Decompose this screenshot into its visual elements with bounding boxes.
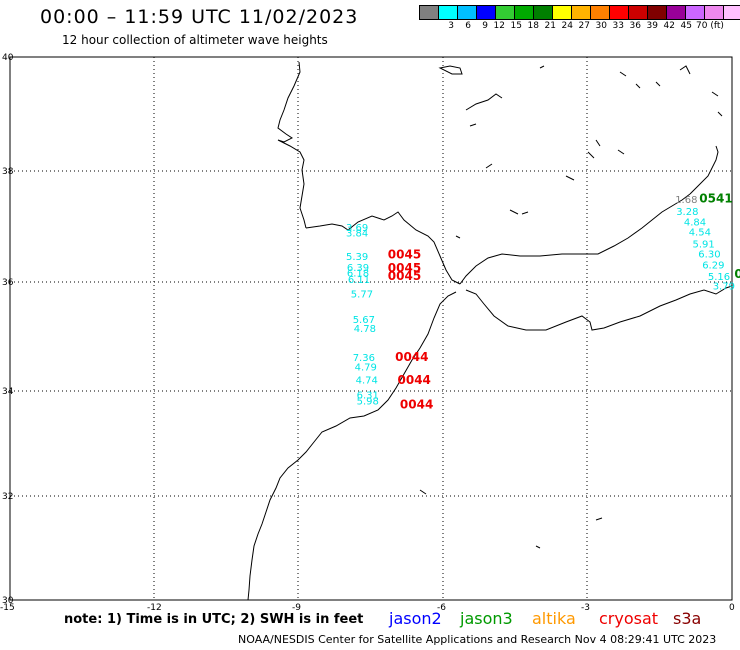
colorbar-label: 21: [544, 21, 556, 31]
satellite-jason3: jason3: [460, 609, 513, 628]
wave-height-value: 6.11: [348, 275, 370, 286]
credit-line: NOAA/NESDIS Center for Satellite Applica…: [238, 633, 717, 646]
pass-time-label: 0044: [398, 373, 431, 387]
wave-height-value: 5.16: [708, 272, 730, 283]
pass-time-label: 0045: [388, 269, 421, 283]
wave-height-labels: 3.693.84 5.396.396.186.11 5.77 5.674.78 7.36…: [346, 195, 735, 407]
pass-time-label: 0: [734, 267, 740, 281]
colorbar-label: 33: [612, 21, 624, 31]
colorbar-label: 27: [578, 21, 590, 31]
colorbar-label: 3: [448, 21, 454, 31]
wave-height-value: 6.29: [702, 261, 724, 272]
lat-tick: 40: [2, 53, 14, 63]
lon-tick: -12: [147, 603, 162, 613]
colorbar-label: 45: [680, 21, 692, 31]
lon-tick: 0: [729, 603, 735, 613]
colorbar-label: 15: [510, 21, 522, 31]
wave-height-value: 4.78: [354, 324, 376, 335]
wave-height-value: 3.84: [346, 229, 368, 240]
footer-note: note: 1) Time is in UTC; 2) SWH is in fe…: [64, 612, 364, 627]
colorbar-label: 12: [493, 21, 505, 31]
lat-tick-labels: 40 38 36 34 32 30: [2, 53, 14, 606]
lon-tick: -6: [437, 603, 446, 613]
pass-time-label: 0045: [388, 261, 421, 275]
lat-tick: 34: [2, 387, 14, 397]
wave-height-value: 4.79: [355, 362, 377, 373]
colorbar-swatch: [723, 5, 740, 20]
wave-height-colorbar: [419, 5, 740, 20]
lon-tick-labels: -15 -12 -9 -6 -3 0: [0, 603, 735, 613]
colorbar-label: 36: [629, 21, 641, 31]
wave-height-value: 3.28: [676, 207, 698, 218]
wave-height-value: 4.74: [356, 375, 378, 386]
pass-time-label: 0044: [395, 350, 428, 364]
lat-tick: 32: [2, 492, 13, 502]
satellite-altika: altika: [532, 609, 576, 628]
colorbar-label: 9: [482, 21, 488, 31]
colorbar-label: 6: [465, 21, 471, 31]
wave-height-value: 4.84: [684, 217, 706, 228]
wave-height-value: 4.54: [689, 227, 711, 238]
satellite-cryosat: cryosat: [599, 609, 659, 628]
wave-height-value: 3.69: [346, 223, 368, 234]
wave-height-value: 6.18: [347, 268, 369, 279]
colorbar-label: 24: [561, 21, 573, 31]
lat-tick: 30: [2, 596, 14, 606]
lat-gridlines: [10, 170, 732, 497]
lat-tick: 38: [2, 167, 14, 177]
wave-height-value: 5.39: [346, 252, 368, 263]
wave-height-value: 5.67: [353, 315, 375, 326]
map-subtitle: 12 hour collection of altimeter wave hei…: [62, 33, 328, 47]
lat-tick: 36: [2, 278, 14, 288]
pass-time-label: 0541: [699, 192, 732, 206]
lon-tick: -15: [0, 603, 15, 613]
lon-tick: -3: [581, 603, 590, 613]
wave-height-value: 1.68: [675, 195, 697, 206]
wave-height-value: 6.30: [698, 250, 720, 261]
wave-height-value: 7.36: [353, 353, 375, 364]
wave-height-value: 6.31: [357, 390, 379, 401]
wave-height-value: 6.39: [347, 263, 369, 274]
colorbar-label: 18: [527, 21, 539, 31]
coastline: [247, 61, 733, 601]
lon-tick: -9: [292, 603, 301, 613]
wave-height-value: 5.98: [357, 397, 379, 408]
map-title: 00:00 – 11:59 UTC 11/02/2023: [40, 6, 359, 28]
pass-time-label: 0044: [400, 397, 433, 411]
colorbar-label: 42: [663, 21, 675, 31]
wave-height-value: 5.91: [693, 240, 715, 251]
wave-height-value: 5.77: [351, 289, 373, 300]
colorbar-label: 70 (ft): [696, 21, 724, 31]
satellite-s3a: s3a: [673, 609, 702, 628]
map-frame: [9, 56, 733, 601]
lon-gridlines: [153, 57, 588, 600]
colorbar-label: 39: [646, 21, 658, 31]
colorbar-label: 30: [595, 21, 607, 31]
wave-height-value: 3.79: [713, 282, 735, 293]
pass-time-label: 0045: [388, 248, 421, 262]
satellite-jason2: jason2: [389, 609, 442, 628]
colorbar-labels: 3 6 9 12 15 18 21 24 27 30 33 36 39 42 45 70 (ft): [420, 21, 724, 31]
